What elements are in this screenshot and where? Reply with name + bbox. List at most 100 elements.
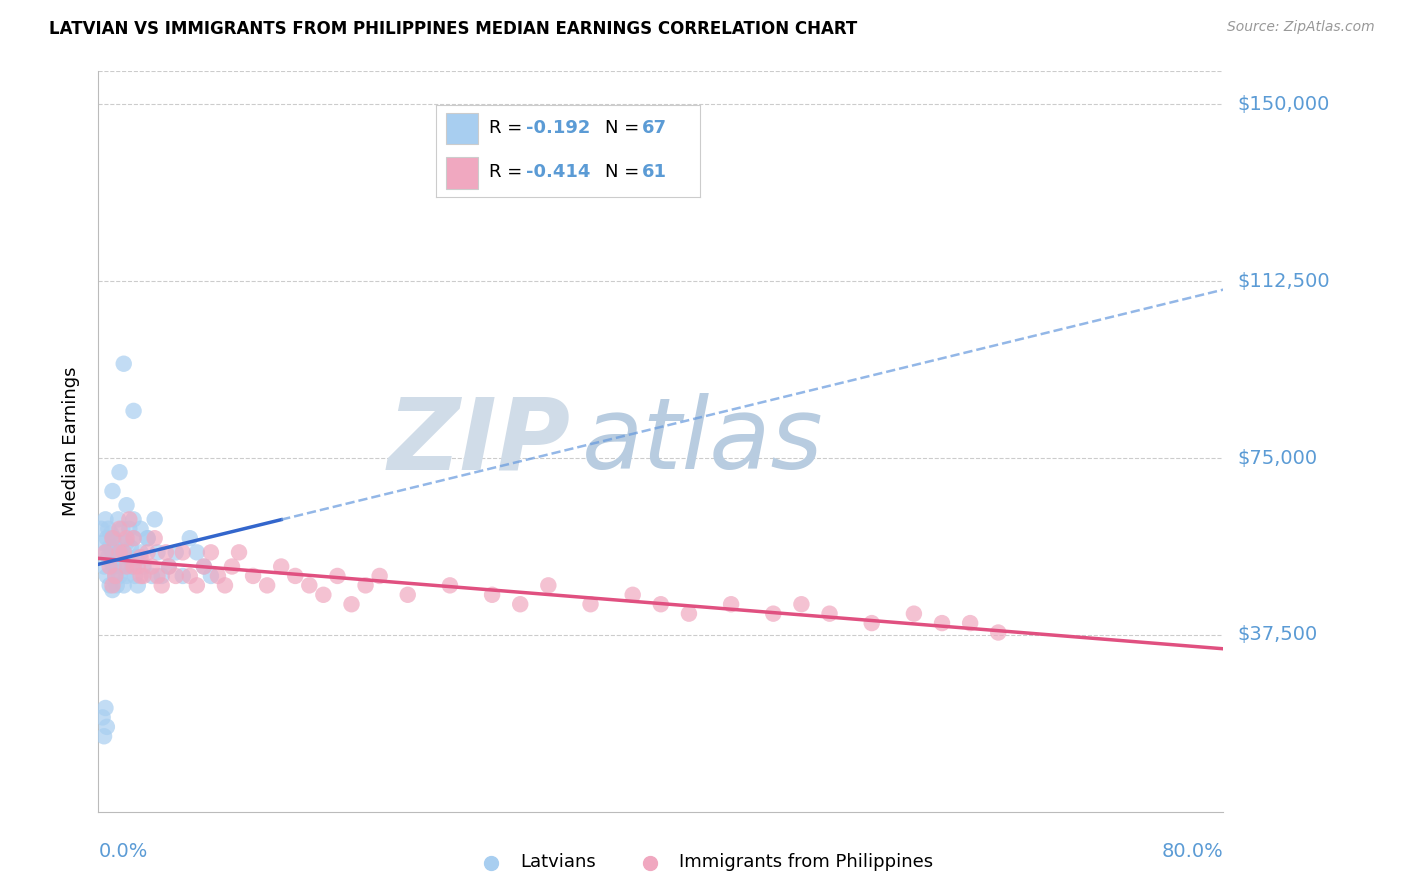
Point (228, 545, 250, 559)
Point (103, 559, 125, 574)
Point (136, 545, 159, 559)
Point (143, 531, 166, 545)
Point (860, 616, 883, 631)
Point (107, 512, 129, 526)
Text: N =: N = (605, 162, 645, 181)
Point (132, 559, 155, 574)
Point (165, 569, 187, 583)
Point (121, 559, 143, 574)
Text: $112,500: $112,500 (1237, 272, 1330, 291)
Point (114, 555, 136, 569)
Point (155, 545, 177, 559)
Point (90, 522, 112, 536)
Point (108, 465, 131, 479)
Point (136, 531, 159, 545)
Point (129, 569, 152, 583)
Point (122, 512, 145, 526)
Point (193, 559, 215, 574)
Point (537, 578, 560, 592)
Point (146, 569, 169, 583)
Point (818, 607, 841, 621)
Point (326, 569, 349, 583)
Point (96, 569, 118, 583)
Point (720, 597, 742, 611)
Point (678, 607, 700, 621)
Text: Source: ZipAtlas.com: Source: ZipAtlas.com (1227, 20, 1375, 34)
Point (129, 522, 152, 536)
Point (150, 578, 173, 592)
Point (98, 541, 121, 555)
Point (125, 550, 148, 565)
Point (509, 597, 531, 611)
Point (100, 555, 122, 569)
Point (111, 522, 134, 536)
Point (903, 607, 925, 621)
Point (129, 545, 152, 559)
Point (112, 578, 135, 592)
Point (368, 569, 391, 583)
Text: -0.414: -0.414 (526, 162, 591, 181)
Point (179, 531, 201, 545)
Point (127, 578, 149, 592)
Point (141, 569, 163, 583)
Point (117, 550, 139, 565)
Point (93, 729, 115, 743)
Point (172, 545, 194, 559)
Point (94, 701, 117, 715)
Point (105, 578, 128, 592)
Point (256, 578, 278, 592)
Text: atlas: atlas (582, 393, 824, 490)
Point (103, 531, 125, 545)
Point (108, 545, 131, 559)
Point (101, 583, 124, 598)
Point (108, 545, 131, 559)
Text: $37,500: $37,500 (1237, 625, 1317, 644)
Point (110, 536, 132, 550)
Point (157, 559, 180, 574)
Point (186, 545, 208, 559)
Point (96, 720, 118, 734)
Point (115, 536, 138, 550)
Point (94, 545, 117, 559)
Point (105, 550, 128, 565)
Point (110, 559, 132, 574)
Point (97, 522, 120, 536)
Point (112, 357, 135, 371)
Point (146, 545, 169, 559)
Point (790, 597, 813, 611)
Point (101, 484, 124, 499)
Point (959, 616, 981, 631)
Text: -0.192: -0.192 (526, 120, 591, 137)
Point (101, 545, 124, 559)
Point (129, 550, 152, 565)
Point (214, 578, 236, 592)
Point (179, 569, 201, 583)
Point (270, 559, 292, 574)
Point (136, 531, 159, 545)
Point (396, 588, 419, 602)
Point (124, 569, 146, 583)
Point (312, 588, 335, 602)
Point (141, 559, 163, 574)
Point (97, 550, 120, 565)
Point (94, 545, 117, 559)
Point (108, 569, 131, 583)
Text: 80.0%: 80.0% (1161, 842, 1223, 862)
Point (122, 531, 145, 545)
Point (221, 559, 243, 574)
Point (481, 588, 503, 602)
Point (118, 512, 141, 526)
Point (100, 526, 122, 541)
Text: ZIP: ZIP (388, 393, 571, 490)
Point (101, 578, 124, 592)
Point (186, 578, 208, 592)
Bar (447, 113, 478, 145)
Point (157, 559, 180, 574)
Point (298, 578, 321, 592)
Text: R =: R = (489, 120, 527, 137)
Text: 67: 67 (643, 120, 666, 137)
Point (284, 569, 307, 583)
Point (987, 625, 1010, 640)
Text: $150,000: $150,000 (1237, 95, 1330, 114)
Bar (447, 157, 478, 189)
